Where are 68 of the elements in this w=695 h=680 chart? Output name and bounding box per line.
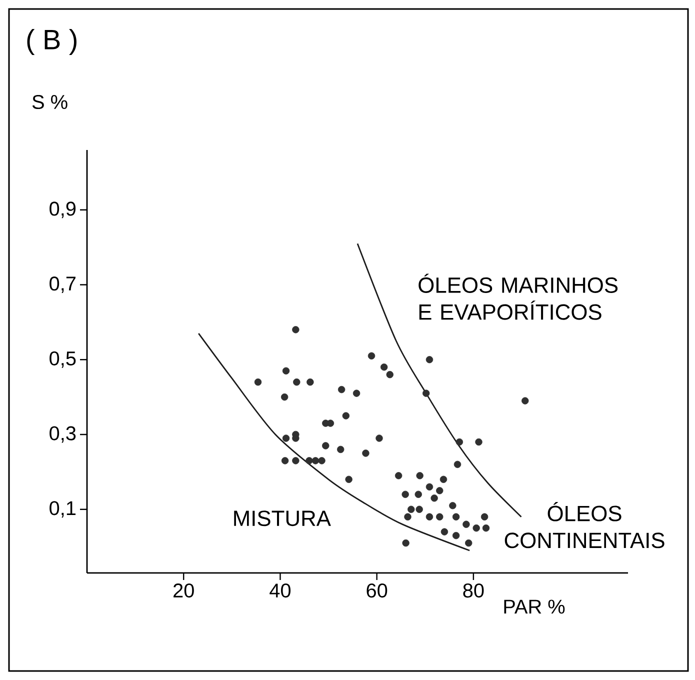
point (408, 506, 415, 513)
point (292, 326, 300, 334)
point (352, 390, 360, 397)
point (376, 434, 383, 442)
chart-title: ( B ) (27, 29, 76, 55)
x-tick-label: 60 (366, 584, 388, 598)
point (462, 520, 470, 528)
point (426, 356, 434, 364)
point (368, 352, 376, 360)
point (402, 490, 409, 498)
point (436, 487, 444, 494)
point (416, 472, 424, 480)
y-tick-label: 0,3 (50, 426, 76, 443)
point (342, 412, 350, 420)
point (440, 476, 448, 483)
point (380, 364, 388, 371)
point (475, 438, 482, 446)
point (404, 513, 412, 520)
point (426, 513, 434, 520)
point (482, 524, 490, 532)
point (306, 457, 313, 464)
line-series (198, 332, 470, 552)
point (480, 513, 488, 520)
point (306, 378, 314, 386)
point (402, 539, 410, 547)
point (465, 539, 472, 547)
x-tick-label: 80 (463, 584, 484, 598)
point (292, 457, 300, 464)
y-tick-label: 0,9 (50, 202, 76, 218)
point (322, 442, 330, 450)
point (522, 397, 529, 404)
annotation: ÓLEOS CONTINENTAIS (504, 502, 664, 548)
point (254, 378, 262, 386)
x-tick-label: 40 (270, 584, 291, 598)
point (345, 476, 352, 483)
point (386, 370, 394, 378)
x-tick-label: 20 (174, 584, 194, 598)
point (449, 502, 456, 510)
point (394, 472, 402, 480)
point (338, 386, 346, 394)
point (318, 457, 326, 464)
point (426, 483, 434, 490)
x-axis-title: PAR % (504, 600, 565, 614)
point (337, 446, 344, 454)
point (312, 457, 320, 464)
point (280, 393, 288, 401)
y-tick-label: 0,1 (50, 501, 76, 518)
point (452, 532, 460, 540)
y-axis-title: S % (32, 94, 68, 110)
point (436, 513, 444, 520)
y-tick-label: 0,5 (50, 351, 76, 368)
point (454, 460, 462, 468)
point (430, 494, 438, 502)
y-tick-label: 0,7 (50, 276, 76, 293)
point (440, 528, 448, 536)
point (281, 457, 289, 464)
point (456, 438, 464, 446)
point (472, 524, 480, 532)
point (422, 390, 430, 397)
point (282, 367, 290, 374)
point (282, 434, 290, 442)
point (414, 490, 422, 498)
point (362, 450, 370, 457)
annotation: ÓLEOS MARINHOS E EVAPORÍTICOS (418, 274, 618, 320)
point (452, 513, 460, 520)
annotation: MISTURA (234, 510, 331, 526)
point (293, 378, 300, 386)
point (416, 506, 423, 513)
